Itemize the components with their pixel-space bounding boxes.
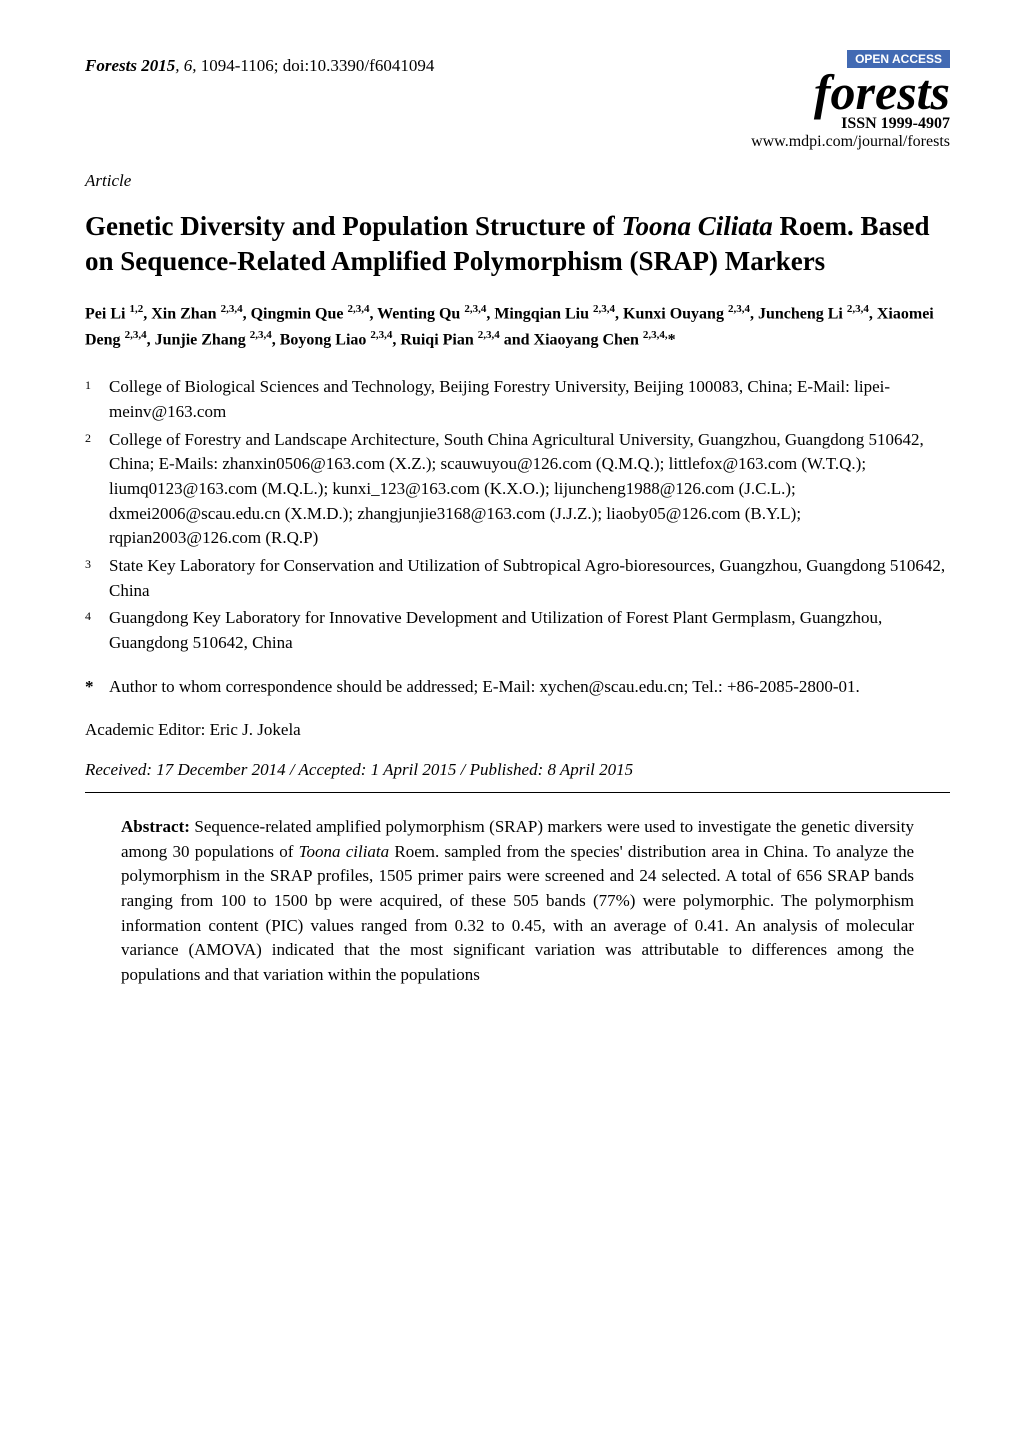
abstract-italic: Toona ciliata [299,842,390,861]
issn-text: ISSN 1999-4907 [751,115,950,133]
journal-citation: Forests 2015, 6, 1094-1106; doi:10.3390/… [85,50,434,76]
affiliation-row: 4Guangdong Key Laboratory for Innovative… [85,606,950,655]
title-prefix: Genetic Diversity and Population Structu… [85,211,621,241]
affiliation-text: College of Forestry and Landscape Archit… [109,428,950,551]
article-type: Article [85,171,950,191]
affiliation-row: 2College of Forestry and Landscape Archi… [85,428,950,551]
affiliation-text: State Key Laboratory for Conservation an… [109,554,950,603]
journal-pages: 1094-1106 [201,56,274,75]
affiliation-text: Guangdong Key Laboratory for Innovative … [109,606,950,655]
correspondence: * Author to whom correspondence should b… [85,675,950,700]
affiliation-list: 1College of Biological Sciences and Tech… [85,375,950,655]
affiliation-number: 3 [85,554,109,603]
journal-volume: 6 [184,56,193,75]
journal-year: 2015 [141,56,175,75]
abstract-post: Roem. sampled from the species' distribu… [121,842,914,984]
citation-comma: , [175,56,184,75]
journal-url: www.mdpi.com/journal/forests [751,133,950,151]
section-divider [85,792,950,793]
affiliation-number: 4 [85,606,109,655]
journal-doi: doi:10.3390/f6041094 [283,56,435,75]
affiliation-text: College of Biological Sciences and Techn… [109,375,950,424]
journal-name: Forests [85,56,137,75]
citation-semi: ; [274,56,283,75]
affiliation-number: 2 [85,428,109,551]
academic-editor: Academic Editor: Eric J. Jokela [85,720,950,740]
title-italic: Toona Ciliata [621,211,772,241]
citation-comma-2: , [192,56,201,75]
correspondence-marker: * [85,675,109,700]
forests-logo: forests [751,70,950,115]
affiliation-number: 1 [85,375,109,424]
article-title: Genetic Diversity and Population Structu… [85,209,950,279]
logo-block: OPEN ACCESS forests ISSN 1999-4907 www.m… [751,50,950,151]
affiliation-row: 3State Key Laboratory for Conservation a… [85,554,950,603]
header-row: Forests 2015, 6, 1094-1106; doi:10.3390/… [85,50,950,151]
author-list: Pei Li 1,2, Xin Zhan 2,3,4, Qingmin Que … [85,301,950,353]
correspondence-text: Author to whom correspondence should be … [109,675,950,700]
abstract-label: Abstract: [121,817,190,836]
article-dates: Received: 17 December 2014 / Accepted: 1… [85,760,950,780]
abstract: Abstract: Sequence-related amplified pol… [85,815,950,987]
affiliation-row: 1College of Biological Sciences and Tech… [85,375,950,424]
